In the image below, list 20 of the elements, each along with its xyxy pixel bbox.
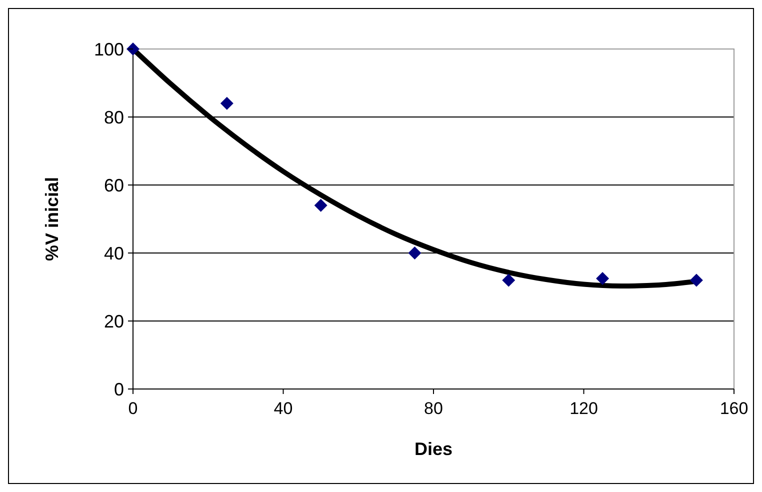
x-tick-label: 120 (570, 399, 598, 418)
y-tick-label: 20 (104, 311, 124, 332)
x-tick-label: 80 (424, 399, 443, 418)
point (596, 272, 610, 285)
y-tick-label: 100 (94, 39, 124, 60)
point (690, 274, 703, 287)
y-tick-label: 80 (104, 107, 124, 128)
y-axis-title: %V inicial (42, 176, 62, 262)
point (408, 246, 422, 260)
point (314, 198, 328, 212)
y-tick-label: 0 (114, 379, 124, 400)
point (220, 96, 234, 110)
point (502, 274, 516, 287)
y-tick-label: 40 (104, 243, 124, 264)
x-tick-label: 160 (720, 399, 748, 418)
point (126, 42, 140, 56)
x-axis-title: Dies (414, 439, 453, 459)
y-tick-label: 60 (104, 175, 124, 196)
x-tick-label: 0 (128, 399, 138, 418)
x-tick-label: 40 (274, 399, 293, 418)
